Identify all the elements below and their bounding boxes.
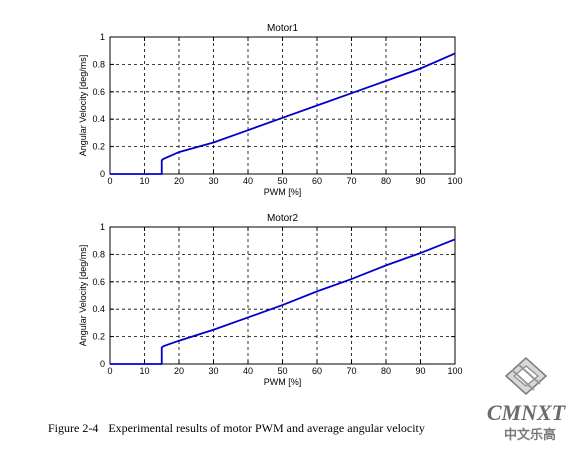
watermark-word: CMNXT <box>486 400 566 425</box>
y-tick-label: 0.2 <box>92 332 105 342</box>
x-tick-label: 70 <box>346 366 356 376</box>
x-tick-label: 50 <box>277 176 287 186</box>
x-tick-label: 40 <box>243 176 253 186</box>
x-tick-label: 80 <box>381 176 391 186</box>
x-tick-label: 60 <box>312 366 322 376</box>
figure-caption: Figure 2-4 Experimental results of motor … <box>48 421 425 436</box>
x-tick-label: 100 <box>447 176 462 186</box>
y-tick-label: 1 <box>100 222 105 232</box>
x-axis-label: PWM [%] <box>264 187 302 197</box>
caption-number: Figure 2-4 <box>48 421 99 435</box>
x-tick-label: 90 <box>415 176 425 186</box>
y-tick-label: 0.6 <box>92 277 105 287</box>
x-tick-label: 60 <box>312 176 322 186</box>
x-tick-label: 40 <box>243 366 253 376</box>
y-tick-label: 0 <box>100 359 105 369</box>
y-tick-label: 0.8 <box>92 59 105 69</box>
x-tick-label: 30 <box>208 176 218 186</box>
watermark-logo: CMNXT 中文乐高 <box>480 352 572 447</box>
y-tick-label: 0.2 <box>92 142 105 152</box>
x-tick-label: 20 <box>174 366 184 376</box>
x-tick-label: 80 <box>381 366 391 376</box>
y-tick-label: 1 <box>100 32 105 42</box>
x-tick-label: 10 <box>139 176 149 186</box>
y-axis-label: Angular Velocity [deg/ms] <box>78 245 88 347</box>
x-tick-label: 100 <box>447 366 462 376</box>
chart-1: 0 10 20 30 40 50 60 70 80 90 100 0 0.2 0.4 0.6 0.8 1 Moto… <box>78 23 463 197</box>
chart-title: Motor2 <box>267 213 299 224</box>
x-tick-label: 0 <box>107 366 112 376</box>
y-tick-label: 0.4 <box>92 114 105 124</box>
x-tick-label: 70 <box>346 176 356 186</box>
chart-title: Motor1 <box>267 23 299 34</box>
y-tick-label: 0.8 <box>92 249 105 259</box>
x-tick-label: 10 <box>139 366 149 376</box>
x-tick-label: 20 <box>174 176 184 186</box>
watermark-cn: 中文乐高 <box>503 428 556 443</box>
x-tick-label: 50 <box>277 366 287 376</box>
x-tick-label: 0 <box>107 176 112 186</box>
x-axis-label: PWM [%] <box>264 377 302 387</box>
caption-text: Experimental results of motor PWM and av… <box>108 421 425 435</box>
y-tick-label: 0.4 <box>92 304 105 314</box>
x-tick-label: 90 <box>415 366 425 376</box>
watermark-cube-icon <box>504 356 548 396</box>
series-line <box>110 238 456 365</box>
chart-2: 0 10 20 30 40 50 60 70 80 90 100 0 0.2 0.4 0.6 0.8 1 Moto… <box>78 213 463 387</box>
series-line <box>110 52 456 175</box>
x-tick-label: 30 <box>208 366 218 376</box>
y-tick-label: 0 <box>100 169 105 179</box>
y-axis-label: Angular Velocity [deg/ms] <box>78 55 88 157</box>
y-tick-label: 0.6 <box>92 87 105 97</box>
